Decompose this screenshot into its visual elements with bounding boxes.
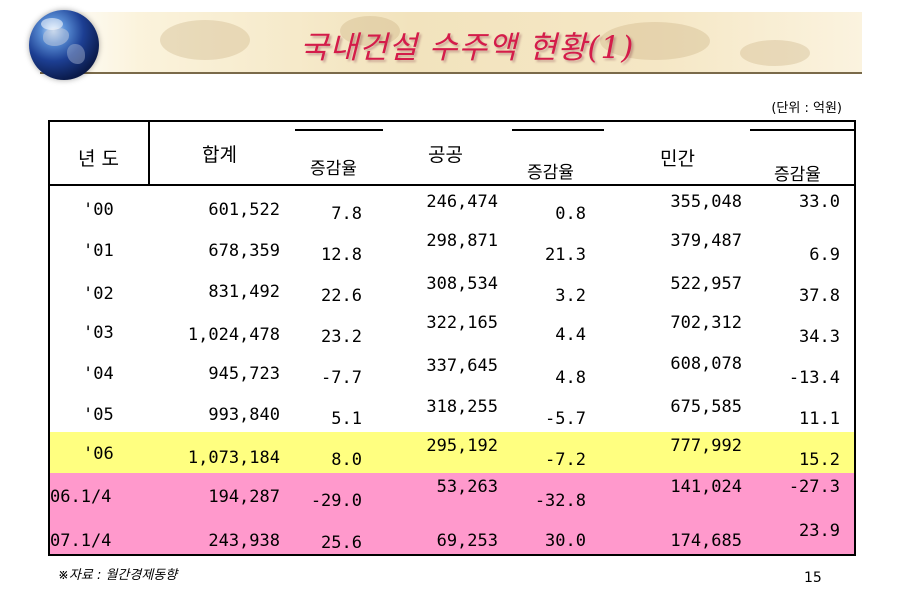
private-change-cell: 23.9 (799, 521, 840, 541)
private-cell: 355,048 (670, 192, 742, 212)
private-cell: 777,992 (670, 436, 742, 456)
public-cell: 53,263 (436, 477, 498, 497)
total-change-cell: 7.8 (331, 204, 362, 224)
table-row: '01 678,359 12.8 298,871 21.3 379,487 6.9 (50, 227, 854, 268)
private-change-cell: 34.3 (799, 327, 840, 347)
private-change-cell: 15.2 (799, 450, 840, 470)
public-cell: 295,192 (426, 436, 498, 456)
header-bottom-rule (50, 184, 854, 186)
total-change-cell: -29.0 (310, 491, 362, 511)
public-change-cell: 0.8 (555, 204, 586, 224)
public-cell: 69,253 (436, 531, 498, 551)
total-change-cell: 12.8 (321, 245, 362, 265)
public-change-cell: -5.7 (545, 409, 586, 429)
private-cell: 702,312 (670, 313, 742, 333)
year-cell: '02 (83, 284, 114, 304)
title-banner (40, 12, 862, 74)
header-public: 공공 (428, 144, 463, 166)
table-row: '00 601,522 7.8 246,474 0.8 355,048 33.0 (50, 186, 854, 227)
table-row: '05 993,840 5.1 318,255 -5.7 675,585 11.1 (50, 391, 854, 432)
header-year: 년 도 (78, 148, 119, 170)
total-cell: 1,024,478 (187, 325, 280, 345)
year-cell: '00 (83, 200, 114, 220)
header-divider (148, 122, 150, 184)
public-cell: 246,474 (426, 192, 498, 212)
table-row: 06.1/4 194,287 -29.0 53,263 -32.8 141,024 -27.… (50, 473, 854, 517)
map-decoration (160, 20, 250, 60)
year-cell: '05 (83, 405, 114, 425)
year-cell: '04 (83, 364, 114, 384)
map-decoration (740, 40, 810, 66)
header-rule (512, 129, 604, 131)
public-change-cell: -32.8 (534, 491, 586, 511)
table-row: '03 1,024,478 23.2 322,165 4.4 702,312 34.3 (50, 309, 854, 350)
total-change-cell: 5.1 (331, 409, 362, 429)
private-cell: 675,585 (670, 397, 742, 417)
construction-orders-table: 년 도 합계 증감율 공공 증감율 민간 증감율 '00 601,522 7.8 24… (48, 120, 856, 556)
table-row: '04 945,723 -7.7 337,645 4.8 608,078 -13.4 (50, 350, 854, 391)
private-change-cell: 6.9 (809, 245, 840, 265)
page-number: 15 (804, 570, 822, 586)
year-cell: '01 (83, 241, 114, 261)
private-cell: 522,957 (670, 274, 742, 294)
total-cell: 601,522 (208, 200, 280, 220)
public-cell: 308,534 (426, 274, 498, 294)
public-change-cell: 4.4 (555, 325, 586, 345)
year-cell: '06 (83, 444, 114, 464)
total-change-cell: -7.7 (321, 368, 362, 388)
header-private-change: 증감율 (774, 165, 821, 185)
private-cell: 379,487 (670, 231, 742, 251)
header-total: 합계 (202, 144, 237, 166)
map-decoration (600, 22, 710, 60)
header-rule (750, 129, 854, 131)
total-cell: 1,073,184 (187, 448, 280, 468)
total-change-cell: 23.2 (321, 327, 362, 347)
table-row: 07.1/4 243,938 25.6 69,253 30.0 174,685 23.9 (50, 517, 854, 554)
total-cell: 831,492 (208, 282, 280, 302)
header-rule (295, 129, 383, 131)
private-cell: 608,078 (670, 354, 742, 374)
private-change-cell: 37.8 (799, 286, 840, 306)
source-note: ※자료 : 월간경제동향 (58, 568, 178, 583)
public-change-cell: 30.0 (545, 531, 586, 551)
total-change-cell: 25.6 (321, 533, 362, 553)
public-cell: 322,165 (426, 313, 498, 333)
public-cell: 318,255 (426, 397, 498, 417)
header-total-change: 증감율 (310, 159, 357, 179)
total-cell: 993,840 (208, 405, 280, 425)
public-change-cell: -7.2 (545, 450, 586, 470)
public-change-cell: 21.3 (545, 245, 586, 265)
total-cell: 945,723 (208, 364, 280, 384)
public-change-cell: 3.2 (555, 286, 586, 306)
unit-label: (단위 : 억원) (771, 101, 842, 116)
private-cell: 174,685 (670, 531, 742, 551)
private-change-cell: -27.3 (788, 477, 840, 497)
private-change-cell: 11.1 (799, 409, 840, 429)
total-cell: 194,287 (208, 487, 280, 507)
private-change-cell: -13.4 (788, 368, 840, 388)
title-underline (40, 72, 862, 74)
year-cell: 06.1/4 (50, 487, 112, 507)
map-decoration (340, 16, 400, 46)
total-cell: 243,938 (208, 531, 280, 551)
table-row: '06 1,073,184 8.0 295,192 -7.2 777,992 15.2 (50, 432, 854, 473)
total-cell: 678,359 (208, 241, 280, 261)
globe-icon (29, 10, 99, 80)
private-cell: 141,024 (670, 477, 742, 497)
year-cell: 07.1/4 (50, 531, 112, 551)
private-change-cell: 33.0 (799, 192, 840, 212)
total-change-cell: 8.0 (331, 450, 362, 470)
header-public-change: 증감율 (527, 163, 574, 183)
header-private: 민간 (660, 148, 695, 170)
public-cell: 337,645 (426, 356, 498, 376)
public-cell: 298,871 (426, 231, 498, 251)
table-header: 년 도 합계 증감율 공공 증감율 민간 증감율 (50, 122, 854, 185)
table-row: '02 831,492 22.6 308,534 3.2 522,957 37.8 (50, 268, 854, 309)
year-cell: '03 (83, 323, 114, 343)
public-change-cell: 4.8 (555, 368, 586, 388)
total-change-cell: 22.6 (321, 286, 362, 306)
page-title: 국내건설 수주액 현황(1) (300, 30, 635, 66)
